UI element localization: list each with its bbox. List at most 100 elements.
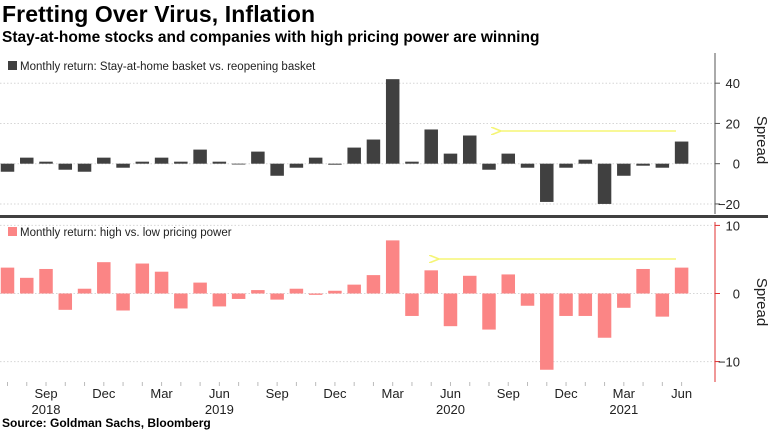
bottom-bar: [58, 293, 73, 310]
bottom-legend-label: Monthly return: high vs. low pricing pow…: [20, 227, 232, 239]
top-bar: [0, 163, 15, 172]
chart-title: Fretting Over Virus, Inflation: [2, 1, 316, 27]
x-month-label: Sep: [497, 386, 520, 401]
bottom-bar: [308, 293, 323, 295]
top-bar: [77, 163, 92, 172]
bottom-y-tick-label: 10: [726, 218, 740, 233]
top-bar: [540, 163, 554, 202]
bottom-bar: [520, 293, 535, 306]
x-year-label: 2020: [436, 402, 465, 417]
x-month-label: Jun: [440, 386, 461, 401]
bottom-y-tick-label: 0: [733, 286, 740, 301]
bottom-bar: [289, 288, 304, 294]
bottom-bar: [443, 293, 458, 327]
x-month-label: Dec: [323, 386, 347, 401]
top-bar: [347, 147, 361, 164]
bottom-bar: [405, 293, 419, 316]
x-month-label: Sep: [266, 386, 289, 401]
bottom-bar: [636, 268, 650, 294]
bottom-bar: [559, 293, 573, 316]
top-bar: [308, 157, 323, 164]
x-month-label: Dec: [554, 386, 578, 401]
chart-subtitle: Stay-at-home stocks and companies with h…: [2, 29, 540, 46]
bottom-bar: [501, 274, 516, 294]
top-bar: [443, 153, 458, 164]
top-bar: [193, 149, 207, 164]
top-panel: Monthly return: Stay-at-home basket vs. …: [0, 53, 768, 214]
bottom-bar: [674, 267, 689, 294]
x-axis: Sep Dec Mar Jun Sep Dec Mar Jun Sep Dec Mar Jun 2018…: [7, 382, 692, 417]
bottom-bar: [482, 293, 496, 330]
top-bar: [174, 161, 188, 164]
bottom-bar: [193, 282, 207, 294]
top-y-tick-label: 0: [733, 157, 740, 172]
top-y-axis-label: Spread: [753, 116, 768, 164]
bottom-bar: [39, 268, 53, 294]
top-bar: [289, 163, 304, 168]
top-bar: [501, 153, 516, 164]
top-y-tick-label: 20: [726, 116, 740, 131]
x-year-label: 2019: [205, 402, 234, 417]
top-bar: [385, 79, 400, 164]
bottom-bar: [116, 293, 130, 311]
top-bar: [655, 163, 670, 168]
bottom-bar: [231, 293, 246, 299]
top-legend-label: Monthly return: Stay-at-home basket vs. …: [20, 61, 316, 73]
bottom-panel: Monthly return: high vs. low pricing pow…: [0, 218, 768, 382]
bottom-bar: [578, 293, 593, 316]
x-month-label: Dec: [92, 386, 116, 401]
bottom-legend-swatch: [8, 227, 17, 236]
top-bar: [520, 163, 535, 168]
top-bar: [231, 163, 246, 165]
top-bar: [328, 163, 342, 165]
top-bar: [154, 157, 169, 164]
bottom-bar: [174, 293, 188, 309]
bottom-bar: [154, 271, 169, 294]
top-bar: [674, 141, 689, 164]
bottom-bar: [270, 293, 284, 300]
top-y-tick-label: −20: [718, 197, 740, 212]
bottom-bar: [97, 262, 111, 294]
top-bar: [405, 161, 419, 164]
top-bar: [270, 163, 284, 176]
bottom-bar: [77, 288, 92, 294]
top-bar: [578, 159, 593, 164]
top-bar: [597, 163, 612, 204]
top-bar: [251, 151, 265, 164]
x-month-label: Mar: [382, 386, 405, 401]
top-bar: [39, 161, 53, 164]
bottom-bar: [212, 293, 227, 307]
x-year-label: 2021: [609, 402, 638, 417]
top-legend-swatch: [8, 61, 17, 70]
top-y-tick-label: 40: [726, 76, 740, 91]
bottom-bar: [347, 284, 361, 294]
bottom-bar: [251, 290, 265, 294]
bottom-bar: [385, 240, 400, 294]
top-bar: [116, 163, 130, 168]
top-bar: [636, 163, 650, 166]
source-note: Source: Goldman Sachs, Bloomberg: [2, 416, 211, 430]
top-bar: [462, 135, 477, 164]
bottom-bar: [540, 293, 554, 370]
bottom-bar: [617, 293, 631, 308]
bottom-bar: [135, 263, 150, 294]
top-bar: [424, 129, 438, 164]
bottom-bar: [0, 267, 15, 294]
top-bar: [366, 139, 381, 164]
bottom-bar: [462, 275, 477, 294]
x-month-label: Jun: [671, 386, 692, 401]
bottom-bar: [20, 277, 34, 294]
top-bar: [58, 163, 73, 170]
top-bar: [135, 161, 150, 164]
x-month-label: Jun: [209, 386, 230, 401]
top-bar: [617, 163, 631, 176]
bottom-bar: [424, 270, 438, 294]
x-month-label: Mar: [150, 386, 173, 401]
x-month-label: Sep: [34, 386, 57, 401]
x-year-label: 2018: [32, 402, 61, 417]
bottom-y-axis-label: Spread: [753, 278, 768, 326]
top-bar: [559, 163, 573, 168]
x-month-label: Mar: [613, 386, 636, 401]
bottom-bar: [328, 290, 342, 294]
